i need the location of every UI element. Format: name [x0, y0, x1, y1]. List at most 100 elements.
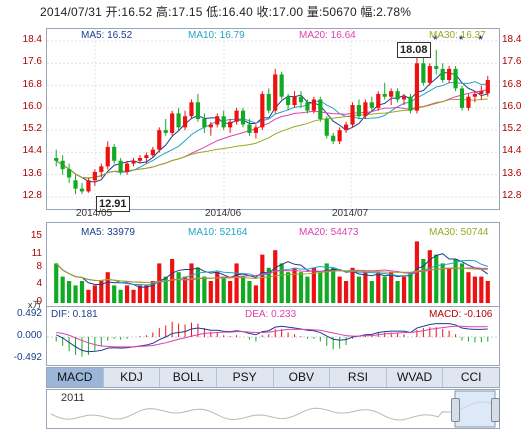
tab-psy[interactable]: PSY — [217, 368, 274, 387]
candle-body — [150, 149, 155, 156]
volume-ma30-line — [55, 263, 488, 283]
volume-bar — [408, 272, 413, 303]
volume-bar — [273, 250, 278, 303]
navigator-overview-line — [50, 401, 492, 421]
x-tick-2014-06: 2014/06 — [205, 208, 242, 219]
candle-body — [305, 102, 310, 111]
volume-bar — [176, 272, 181, 303]
volume-bar — [202, 276, 207, 303]
volume-bar — [112, 285, 117, 303]
volume-bar — [459, 263, 465, 303]
price-y-tick-right: 12.8 — [502, 190, 522, 201]
macd-dea-label: DEA: 0.233 — [245, 309, 297, 320]
event-marker: * — [478, 34, 483, 46]
price-y-tick-left: 17.6 — [22, 56, 42, 68]
candle-body — [459, 88, 465, 108]
volume-bar — [182, 276, 188, 303]
candle-body — [131, 160, 136, 164]
price-y-tick-left: 14.4 — [22, 145, 42, 157]
candle-body — [401, 96, 407, 100]
price-y-tick-left: 18.4 — [22, 34, 42, 45]
time-navigator[interactable]: 2011 — [46, 389, 500, 429]
price-y-tick-left: 13.6 — [22, 167, 42, 179]
candle-body — [395, 91, 400, 100]
macd-chart[interactable]: DIF: 0.181 DEA: 0.233 MACD: -0.106 — [46, 306, 500, 366]
candle-body — [408, 96, 413, 111]
candle-body — [118, 160, 123, 172]
volume-bar — [376, 272, 381, 303]
tab-rsi[interactable]: RSI — [330, 368, 387, 387]
candle-body — [182, 116, 188, 128]
candle-body — [376, 93, 381, 108]
candle-body — [208, 124, 213, 128]
candle-body — [137, 158, 143, 161]
candle-body — [253, 127, 258, 133]
volume-bar — [195, 267, 201, 303]
tab-wvad[interactable]: WVAD — [387, 368, 444, 387]
price-y-tick-left: 16.0 — [22, 100, 42, 112]
volume-unit-label: x万 — [28, 300, 42, 310]
candle-body — [124, 163, 130, 172]
price-chart[interactable]: * * * MA5: 16.52 MA10: 16.79 MA20: 16.64 M… — [46, 28, 500, 212]
vol-ma30-label: MA30: 50744 — [429, 227, 489, 238]
navigator-overview-svg — [50, 390, 496, 428]
volume-bar — [137, 285, 143, 303]
volume-bar — [144, 285, 149, 303]
candle-body — [215, 116, 220, 125]
candle-body — [195, 102, 201, 119]
macd-y-tick: 0.492 — [16, 308, 42, 319]
tab-kdj[interactable]: KDJ — [104, 368, 161, 387]
candle-body — [453, 68, 458, 89]
candle-body — [318, 99, 323, 119]
candle-body — [447, 68, 452, 80]
navigator-left-handle[interactable] — [451, 398, 460, 422]
candle-body — [99, 166, 104, 172]
candle-body — [479, 91, 484, 94]
candle-body — [176, 113, 181, 128]
candle-body — [369, 102, 374, 108]
candle-body — [331, 135, 336, 142]
volume-bar — [118, 289, 123, 303]
volume-chart[interactable]: MA5: 33979 MA10: 52164 MA20: 54473 MA30:… — [46, 222, 500, 308]
candle-body — [421, 63, 426, 83]
candle-body — [382, 93, 387, 97]
candle-body — [311, 99, 316, 111]
macd-y-tick: 0.000 — [16, 330, 42, 341]
volume-bar — [466, 272, 471, 303]
price-y-tick-right: 18.4 — [502, 34, 522, 45]
volume-bar — [73, 285, 78, 303]
candle-body — [472, 93, 477, 97]
volume-bar — [472, 276, 477, 303]
volume-y-tick: 0 — [36, 296, 42, 307]
volume-bar — [163, 276, 168, 303]
volume-bar — [356, 276, 362, 303]
price-ma5-label: MA5: 16.52 — [81, 30, 133, 41]
macd-dif-line — [56, 323, 488, 353]
volume-bar — [240, 276, 246, 303]
candle-body — [279, 74, 284, 97]
low-price-callout: 12.91 — [96, 196, 130, 212]
volume-bar — [434, 254, 439, 303]
navigator-right-handle[interactable] — [491, 398, 500, 422]
volume-y-tick: 15 — [30, 230, 42, 241]
candle-body — [79, 188, 85, 192]
candle-body — [112, 146, 117, 161]
candle-body — [298, 96, 304, 103]
candle-body — [240, 110, 246, 125]
price-y-tick-right: 13.6 — [502, 167, 522, 179]
candle-body — [67, 169, 72, 178]
tab-boll[interactable]: BOLL — [160, 368, 217, 387]
candle-body — [350, 105, 355, 125]
price-y-tick-left: 16.8 — [22, 78, 42, 90]
tab-obv[interactable]: OBV — [274, 368, 331, 387]
volume-bar — [157, 263, 162, 303]
volume-bar — [67, 281, 72, 303]
tab-macd[interactable]: MACD — [47, 368, 104, 387]
candle-body — [337, 130, 342, 142]
volume-bar — [286, 272, 291, 303]
tab-cci[interactable]: CCI — [460, 370, 482, 384]
candle-body — [292, 96, 297, 106]
candle-body — [434, 66, 439, 69]
volume-bar — [253, 285, 258, 303]
high-price-callout: 18.08 — [397, 42, 431, 58]
